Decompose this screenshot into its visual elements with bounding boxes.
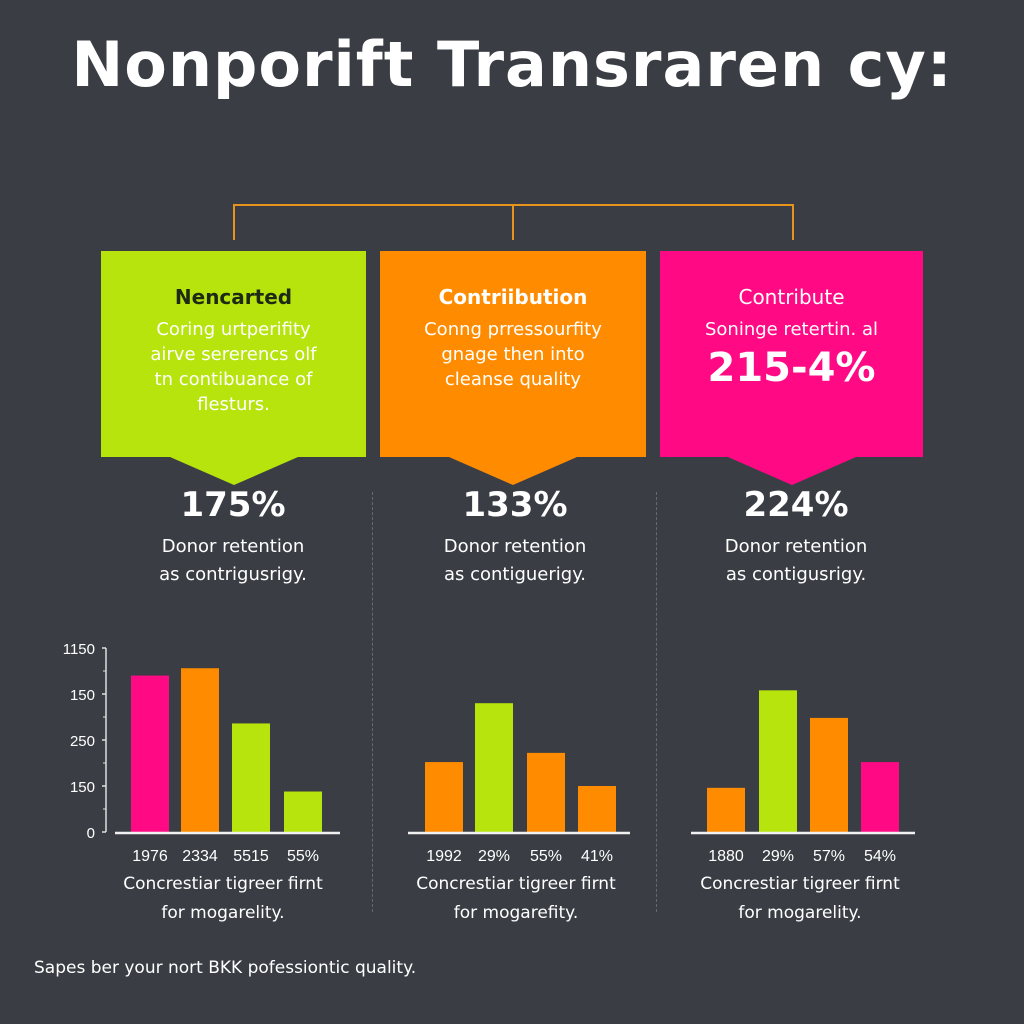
- card-contribution: Contriibution Conng prressourfity gnage …: [380, 251, 646, 485]
- footer-note: Sapes ber your nort BKK pofessiontic qua…: [34, 958, 417, 978]
- caption-line: Concrestiar tigreer firnt: [416, 874, 616, 894]
- stat-label: Donor retention: [443, 536, 587, 557]
- y-tick-label: 250: [70, 733, 95, 750]
- chart-caption: Concrestiar tigreer firnt for mogarelity…: [650, 870, 950, 928]
- stat-label: as contiguerigy.: [443, 564, 587, 585]
- bar: [232, 723, 270, 832]
- x-tick-label: 2334: [182, 848, 218, 865]
- connector-line: [234, 204, 794, 206]
- stat-value: 175%: [180, 485, 286, 525]
- card-heading: Contriibution: [438, 285, 588, 309]
- y-tick-label: 0: [87, 825, 95, 842]
- chart-caption: Concrestiar tigreer firnt for mogarelity…: [73, 870, 373, 928]
- stat-2: 133% Donor retention as contiguerigy.: [375, 485, 655, 589]
- column-divider: [372, 492, 373, 912]
- y-tick-label: 1150: [63, 641, 95, 658]
- card-text: Conng prressourfity: [424, 319, 602, 340]
- stat-value: 133%: [462, 485, 568, 525]
- card-text: cleanse quality: [444, 369, 582, 390]
- x-tick-label: 55%: [287, 848, 319, 865]
- x-tick-label: 1992: [426, 848, 462, 865]
- bar: [181, 668, 219, 832]
- bar: [475, 703, 513, 832]
- card-nencarted: Nencarted Coring urtperifity airve serer…: [101, 251, 366, 485]
- x-tick-label: 54%: [864, 848, 896, 865]
- x-tick-label: 1880: [708, 848, 744, 865]
- column-divider: [656, 492, 657, 912]
- caption-line: for mogarelity.: [161, 903, 285, 923]
- connector-line: [233, 204, 235, 240]
- card-text: tn contibuance of: [154, 369, 313, 390]
- card-big-value: 215-4%: [707, 345, 876, 391]
- bar: [759, 690, 797, 832]
- card-heading: Contribute: [738, 285, 845, 309]
- x-tick-label: 41%: [581, 848, 613, 865]
- card-contribute: Contribute Soninge retertin. al 215-4%: [660, 251, 923, 485]
- card-text: Soninge retertin. al: [704, 319, 879, 340]
- y-tick-label: 150: [70, 779, 95, 796]
- stat-label: Donor retention: [161, 536, 305, 557]
- bar: [578, 786, 616, 832]
- stat-1: 175% Donor retention as contrigusrigy.: [93, 485, 373, 589]
- stat-3: 224% Donor retention as contigusrigy.: [656, 485, 936, 589]
- x-tick-label: 5515: [233, 848, 269, 865]
- bar: [810, 717, 848, 832]
- x-tick-label: 57%: [813, 848, 845, 865]
- y-tick-label: 150: [70, 687, 95, 704]
- x-tick-label: 29%: [478, 848, 510, 865]
- bar: [861, 762, 899, 832]
- card-text: flesturs.: [197, 394, 270, 415]
- bar: [707, 787, 745, 832]
- stat-label: as contrigusrigy.: [159, 564, 307, 585]
- caption-line: Concrestiar tigreer firnt: [700, 874, 900, 894]
- x-tick-label: 29%: [762, 848, 794, 865]
- connector-line: [792, 204, 794, 240]
- x-tick-label: 1976: [132, 848, 168, 865]
- caption-line: Concrestiar tigreer firnt: [123, 874, 323, 894]
- caption-line: for mogarefity.: [453, 903, 579, 923]
- bar: [527, 752, 565, 832]
- card-text: gnage then into: [441, 344, 585, 365]
- stat-value: 224%: [743, 485, 849, 525]
- connector-line: [512, 204, 514, 240]
- stat-label: Donor retention: [724, 536, 868, 557]
- x-tick-label: 55%: [530, 848, 562, 865]
- bar: [284, 791, 322, 832]
- chart-caption: Concrestiar tigreer firnt for mogarefity…: [366, 870, 666, 928]
- caption-line: for mogarelity.: [738, 903, 862, 923]
- bar: [131, 675, 169, 832]
- card-text: Coring urtperifity: [156, 319, 311, 340]
- page-title: Nonporift Transraren cy:: [71, 28, 953, 101]
- card-text: airve sererencs olf: [150, 344, 317, 365]
- bar: [425, 762, 463, 832]
- stat-label: as contigusrigy.: [725, 564, 867, 585]
- card-heading: Nencarted: [174, 285, 293, 309]
